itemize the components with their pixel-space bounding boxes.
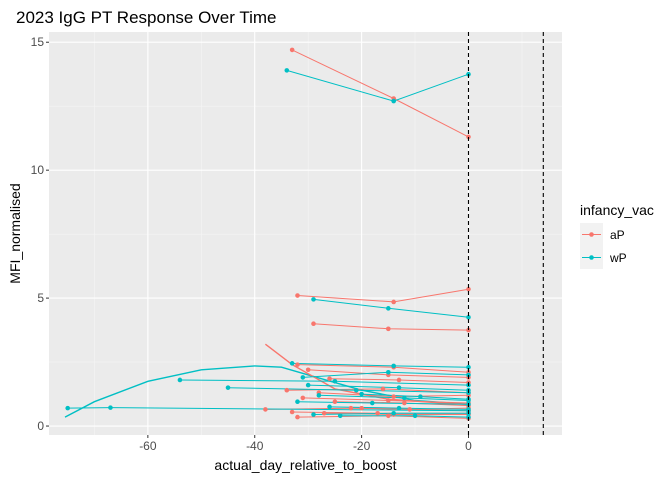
data-point-wP bbox=[396, 385, 402, 390]
data-point-wP bbox=[305, 382, 311, 388]
data-point-aP bbox=[396, 377, 402, 383]
data-point-wP bbox=[391, 363, 396, 369]
data-point-wP bbox=[466, 314, 471, 320]
data-point-aP bbox=[295, 362, 300, 367]
x-axis-ticks: -60 -40 -20 0 bbox=[139, 435, 472, 453]
data-point-aP bbox=[300, 395, 306, 401]
data-point-wP bbox=[311, 412, 316, 417]
plot-panel bbox=[49, 32, 562, 435]
data-point-aP bbox=[391, 299, 396, 305]
x-tick-label: -20 bbox=[353, 439, 371, 453]
y-tick-label: 5 bbox=[37, 291, 44, 305]
data-point-wP bbox=[412, 413, 418, 419]
data-point-wP bbox=[418, 394, 423, 399]
data-point-wP bbox=[391, 98, 396, 104]
legend: infancy_vac aP wP bbox=[580, 202, 654, 269]
y-axis-ticks: 0 5 10 15 bbox=[31, 35, 49, 433]
data-point-wP bbox=[311, 297, 316, 302]
data-point-aP bbox=[466, 286, 471, 292]
data-point-aP bbox=[332, 399, 338, 405]
x-tick-label: -60 bbox=[139, 439, 157, 453]
data-point-aP bbox=[386, 326, 391, 332]
x-tick-label: 0 bbox=[465, 439, 472, 453]
data-point-wP bbox=[295, 399, 300, 405]
data-point-aP bbox=[284, 387, 290, 393]
y-axis-title: MFI_normalised bbox=[7, 183, 23, 283]
legend-label-wP: wP bbox=[609, 251, 627, 265]
y-tick-label: 15 bbox=[31, 35, 45, 49]
data-point-wP bbox=[386, 370, 391, 375]
data-point-aP bbox=[407, 407, 413, 412]
data-point-aP bbox=[359, 405, 364, 411]
legend-title: infancy_vac bbox=[580, 202, 654, 218]
data-point-wP bbox=[353, 387, 359, 393]
data-point-wP bbox=[466, 372, 471, 378]
data-point-wP bbox=[396, 405, 402, 411]
legend-key-point bbox=[589, 232, 594, 237]
data-point-aP bbox=[289, 409, 295, 415]
grid-major bbox=[49, 32, 562, 435]
data-point-wP bbox=[65, 405, 71, 411]
data-point-aP bbox=[466, 134, 471, 140]
data-point-wP bbox=[300, 375, 306, 380]
y-tick-label: 10 bbox=[31, 163, 45, 177]
legend-label-aP: aP bbox=[610, 228, 625, 242]
data-point-aP bbox=[386, 398, 391, 403]
data-point-aP bbox=[402, 400, 407, 406]
data-point-wP bbox=[391, 410, 396, 416]
data-point-wP bbox=[284, 68, 290, 73]
data-point-wP bbox=[177, 377, 183, 383]
data-point-aP bbox=[295, 293, 300, 298]
data-point-wP bbox=[402, 395, 407, 401]
data-point-wP bbox=[386, 306, 391, 311]
data-point-aP bbox=[311, 321, 316, 326]
x-tick-label: -40 bbox=[246, 439, 264, 453]
data-point-aP bbox=[380, 386, 386, 392]
data-point-wP bbox=[337, 413, 343, 419]
data-point-aP bbox=[348, 405, 354, 411]
data-point-wP bbox=[108, 405, 113, 410]
data-point-wP bbox=[225, 385, 231, 390]
data-point-aP bbox=[321, 410, 327, 416]
data-point-aP bbox=[305, 367, 311, 373]
data-point-aP bbox=[386, 413, 391, 419]
data-point-aP bbox=[391, 394, 396, 399]
y-tick-label: 0 bbox=[37, 419, 44, 433]
data-point-aP bbox=[327, 376, 332, 382]
data-point-aP bbox=[466, 327, 471, 333]
data-point-wP bbox=[289, 361, 295, 366]
data-point-wP bbox=[369, 400, 375, 406]
data-point-wP bbox=[359, 391, 364, 397]
legend-key-point bbox=[589, 255, 594, 260]
data-point-wP bbox=[332, 378, 338, 384]
chart-title: 2023 IgG PT Response Over Time bbox=[16, 8, 276, 27]
data-point-wP bbox=[327, 404, 332, 410]
data-point-aP bbox=[375, 410, 380, 416]
data-point-aP bbox=[295, 414, 300, 420]
data-point-wP bbox=[466, 364, 471, 370]
data-point-aP bbox=[263, 407, 268, 412]
data-point-aP bbox=[289, 47, 295, 53]
x-axis-title: actual_day_relative_to_boost bbox=[214, 457, 396, 473]
grid-minor bbox=[49, 32, 562, 435]
data-point-wP bbox=[316, 393, 322, 398]
